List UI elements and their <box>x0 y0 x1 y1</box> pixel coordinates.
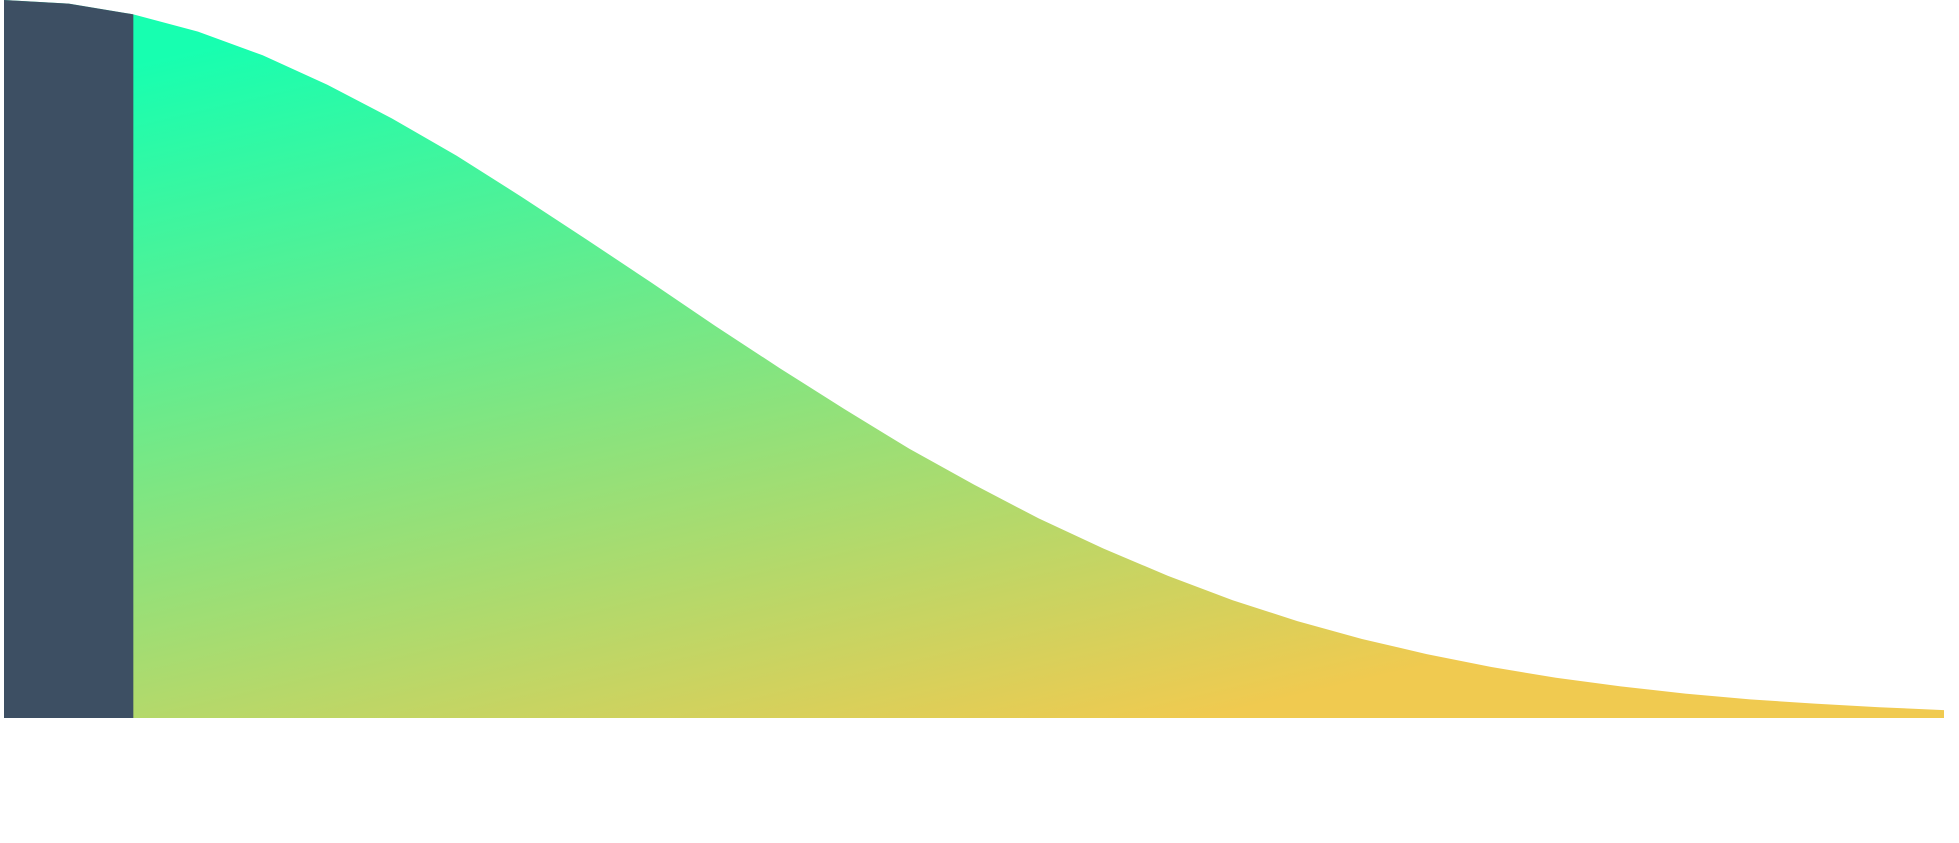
area <box>4 0 1944 718</box>
highlight-area <box>4 0 134 718</box>
